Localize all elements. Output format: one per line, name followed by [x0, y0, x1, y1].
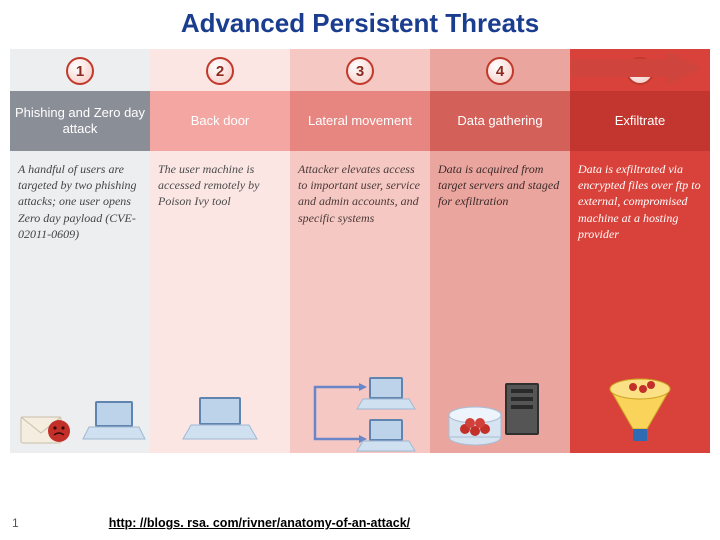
- stage-4-body: Data is acquired from target servers and…: [430, 151, 570, 375]
- stage-4-heading: Data gathering: [430, 91, 570, 151]
- stage-2: 2 Back door The user machine is accessed…: [150, 49, 290, 453]
- stage-1-heading: Phishing and Zero day attack: [10, 91, 150, 151]
- page-title: Advanced Persistent Threats: [0, 0, 720, 43]
- stage-5-heading: Exfiltrate: [570, 91, 710, 151]
- stage-5-body: Data is exfiltrated via encrypted files …: [570, 151, 710, 375]
- stages-row: 1 Phishing and Zero day attack A handful…: [10, 49, 710, 453]
- stage-3-illustration: [290, 375, 430, 453]
- stage-4-badge: 4: [486, 57, 514, 85]
- stage-2-heading: Back door: [150, 91, 290, 151]
- stage-3-badge: 3: [346, 57, 374, 85]
- stage-4: 4 Data gathering Data is acquired from t…: [430, 49, 570, 453]
- stage-1-badge: 1: [66, 57, 94, 85]
- footer: 1 http: //blogs. rsa. com/rivner/anatomy…: [12, 516, 708, 530]
- stage-2-illustration: [150, 375, 290, 453]
- stage-3: 3 Lateral movement Attacker elevates acc…: [290, 49, 430, 453]
- stage-5-illustration: [570, 375, 710, 453]
- stage-2-badge: 2: [206, 57, 234, 85]
- arrow-exfiltrate: [572, 51, 702, 85]
- stage-3-body: Attacker elevates access to important us…: [290, 151, 430, 375]
- stage-5: 5 Exfiltrate Data is exfiltrated via enc…: [570, 49, 710, 453]
- source-link[interactable]: http: //blogs. rsa. com/rivner/anatomy-o…: [109, 516, 410, 530]
- stage-1-body: A handful of users are targeted by two p…: [10, 151, 150, 375]
- page-number: 1: [12, 516, 19, 530]
- stage-1-illustration: [10, 375, 150, 453]
- stage-2-body: The user machine is accessed remotely by…: [150, 151, 290, 375]
- stage-4-illustration: [430, 375, 570, 453]
- stage-1: 1 Phishing and Zero day attack A handful…: [10, 49, 150, 453]
- stage-3-heading: Lateral movement: [290, 91, 430, 151]
